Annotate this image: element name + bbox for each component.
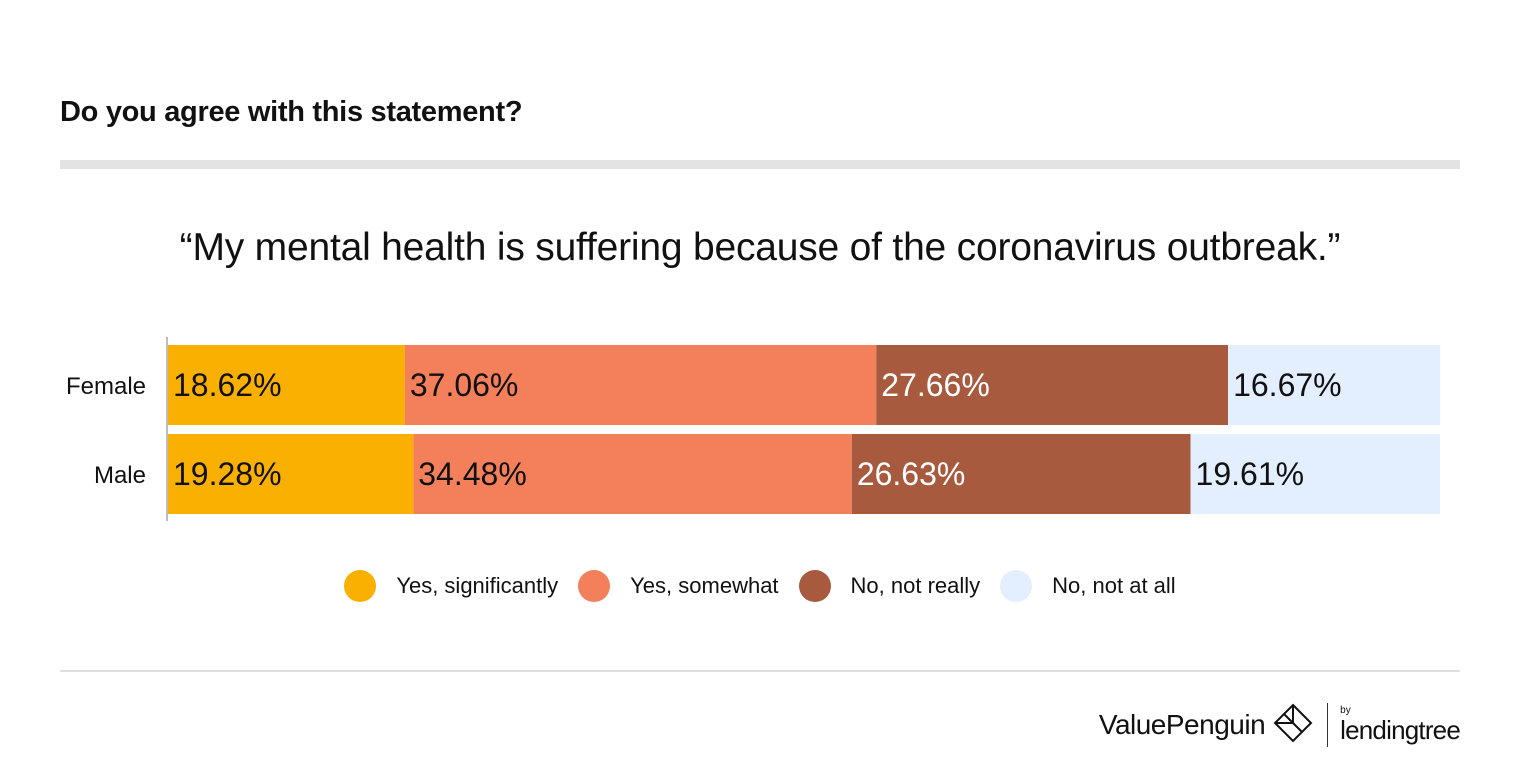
chart-title: “My mental health is suffering because o… — [179, 226, 1341, 269]
category-label: Male — [94, 462, 146, 489]
data-label: 18.62% — [173, 367, 282, 403]
data-label: 16.67% — [1233, 367, 1342, 403]
stacked-bar-chart: Female 18.62% 37.06% 27.66% 16.67% Male 19.28%… — [66, 337, 1441, 521]
legend-label: Yes, significantly — [396, 573, 559, 598]
brand-divider — [1327, 703, 1329, 747]
legend-label: Yes, somewhat — [630, 573, 779, 598]
legend-swatch — [344, 570, 377, 602]
bar-segment — [413, 434, 852, 514]
legend-swatch — [1000, 570, 1033, 602]
bar-segment — [404, 345, 877, 425]
legend-item: Yes, somewhat — [578, 570, 779, 602]
bar-segment — [851, 434, 1191, 514]
category-label: Female — [66, 373, 146, 400]
top-divider — [60, 160, 1460, 169]
page-title: Do you agree with this statement? — [60, 96, 523, 128]
bottom-divider — [60, 670, 1460, 672]
brand-logo: ValuePenguin by lendingtree — [1098, 700, 1461, 750]
bar-segment — [1190, 434, 1440, 514]
brand-partner: lendingtree — [1340, 715, 1461, 745]
legend-swatch — [578, 570, 611, 602]
data-label: 34.48% — [418, 456, 527, 492]
bar-segment — [168, 345, 405, 425]
data-label: 37.06% — [410, 367, 519, 403]
chart-legend: Yes, significantly Yes, somewhat No, not r… — [0, 570, 1520, 602]
data-label: 19.28% — [173, 456, 282, 492]
data-label: 26.63% — [857, 456, 966, 492]
brand-name: ValuePenguin — [1098, 709, 1266, 740]
bar-segment — [876, 345, 1229, 425]
legend-item: Yes, significantly — [344, 570, 558, 602]
legend-label: No, not at all — [1052, 573, 1176, 598]
legend-label: No, not really — [850, 573, 981, 598]
data-label: 19.61% — [1196, 456, 1305, 492]
legend-swatch — [798, 570, 831, 602]
data-label: 27.66% — [881, 367, 990, 403]
bar-segment — [1228, 345, 1441, 425]
valuepenguin-logo-icon — [1273, 703, 1313, 748]
brand-by: by — [1340, 705, 1351, 716]
legend-item: No, not at all — [1000, 570, 1176, 602]
bar-segment — [168, 434, 414, 514]
legend-item: No, not really — [798, 570, 981, 602]
